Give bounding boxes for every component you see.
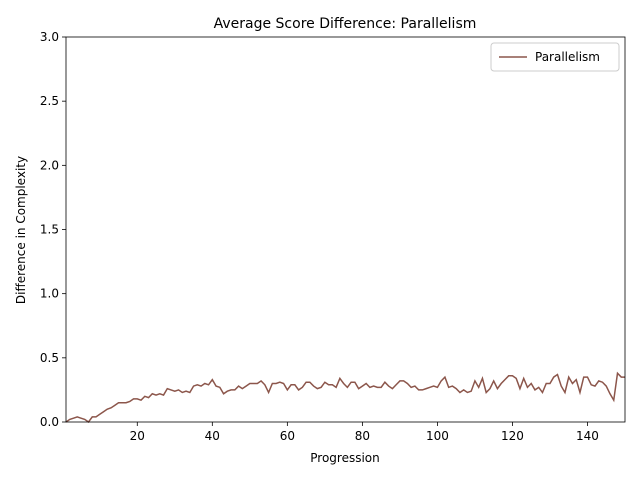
legend-label: Parallelism	[535, 50, 600, 64]
y-tick-label: 0.5	[40, 351, 59, 365]
x-tick-label: 140	[576, 429, 599, 443]
legend: Parallelism	[490, 42, 620, 72]
y-tick-label: 1.0	[40, 287, 59, 301]
y-axis-label: Difference in Complexity	[14, 156, 28, 304]
x-tick-label: 40	[205, 429, 220, 443]
legend-box	[490, 42, 620, 72]
x-tick-label: 20	[130, 429, 145, 443]
x-tick-label: 120	[501, 429, 524, 443]
x-tick-label: 80	[355, 429, 370, 443]
y-tick-label: 1.5	[40, 223, 59, 237]
y-tick-label: 0.0	[40, 415, 59, 429]
data-line	[65, 371, 625, 424]
x-axis-label: Progression	[310, 451, 380, 465]
x-tick-label: 60	[280, 429, 295, 443]
plot-frame	[65, 36, 626, 423]
chart-title: Average Score Difference: Parallelism	[214, 16, 477, 32]
x-tick-label: 100	[426, 429, 449, 443]
y-tick-label: 2.0	[40, 158, 59, 172]
y-tick-label: 2.5	[40, 94, 59, 108]
y-tick-label: 3.0	[40, 30, 59, 44]
